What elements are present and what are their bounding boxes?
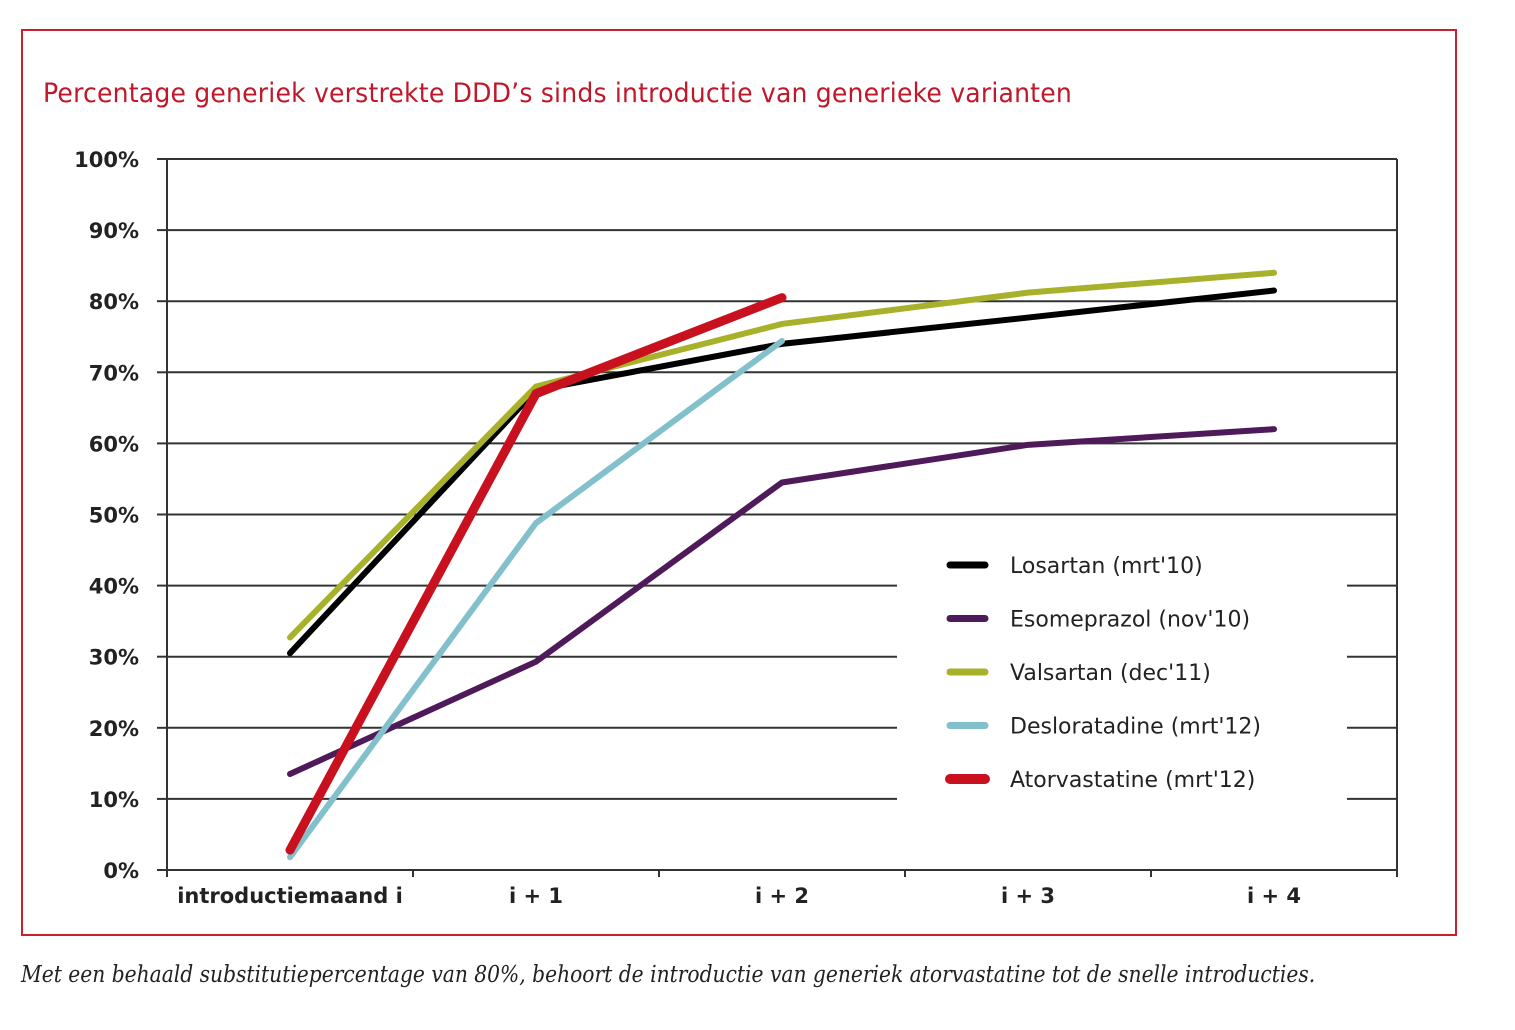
legend-label: Desloratadine (mrt'12)	[1010, 715, 1261, 740]
y-tick-label: 10%	[89, 788, 139, 812]
chart-frame	[21, 29, 1457, 936]
legend-label: Esomeprazol (nov'10)	[1010, 608, 1250, 633]
y-tick-label: 100%	[74, 148, 139, 172]
legend-label: Losartan (mrt'10)	[1010, 554, 1203, 579]
chart-title: Percentage generiek verstrekte DDD’s sin…	[43, 78, 1072, 109]
legend-item: Esomeprazol (nov'10)	[946, 608, 1250, 633]
y-tick-label: 40%	[89, 575, 139, 599]
y-tick-label: 70%	[89, 361, 139, 385]
y-tick-label: 20%	[89, 717, 139, 741]
y-tick-label: 50%	[89, 504, 139, 528]
legend-item: Losartan (mrt'10)	[946, 554, 1203, 579]
series-line	[287, 338, 785, 861]
x-tick-labels: introductiemaand i i + 1 i + 2 i + 3 i + 4	[177, 884, 1301, 908]
series-desloratadine	[287, 338, 785, 861]
axes	[157, 158, 1398, 877]
legend-item: Valsartan (dec'11)	[946, 661, 1211, 686]
legend-label: Valsartan (dec'11)	[1010, 661, 1211, 686]
series-lines	[285, 269, 1277, 861]
x-tick-label: i + 1	[509, 884, 563, 908]
series-atorvastatine	[285, 293, 787, 855]
legend-item: Desloratadine (mrt'12)	[946, 715, 1261, 740]
legend-item: Atorvastatine (mrt'12)	[945, 768, 1255, 793]
x-tick-label: i + 3	[1001, 884, 1055, 908]
x-tick-label: introductiemaand i	[177, 884, 403, 908]
y-tick-label: 80%	[89, 290, 139, 314]
legend: Losartan (mrt'10) Esomeprazol (nov'10) Val…	[945, 554, 1261, 793]
series-valsartan	[287, 269, 1277, 641]
y-tick-label: 0%	[103, 859, 139, 883]
y-tick-label: 90%	[89, 219, 139, 243]
x-tick-label: i + 2	[755, 884, 809, 908]
y-tick-labels: 0% 10% 20% 30% 40% 50% 60% 70% 80% 90% 100%	[74, 148, 139, 883]
series-esomeprazol	[287, 426, 1277, 778]
figure-caption: Met een behaald substitutiepercentage va…	[21, 962, 1316, 988]
legend-label: Atorvastatine (mrt'12)	[1010, 768, 1255, 793]
y-tick-label: 60%	[89, 432, 139, 456]
y-tick-label: 30%	[89, 646, 139, 670]
x-tick-label: i + 4	[1247, 884, 1301, 908]
